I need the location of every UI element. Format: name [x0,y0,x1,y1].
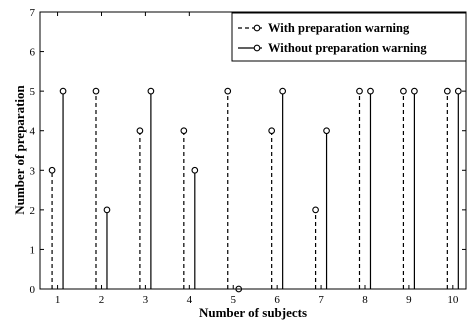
marker-without-warning-10 [454,87,462,95]
y-tick-label-7: 7 [30,7,36,19]
marker-with-warning-5 [224,87,232,95]
y-tick-label-3: 3 [30,165,36,177]
marker-with-warning-4 [180,127,188,135]
marker-with-warning-7 [312,206,319,214]
y-tick-label-1: 1 [30,244,36,256]
y-tick-label-0: 0 [30,284,36,296]
marker-with-warning-2 [92,87,100,95]
x-tick-label-6: 6 [274,294,280,306]
marker-without-warning-4 [191,166,199,174]
x-tick-label-8: 8 [362,294,368,306]
marker-with-warning-8 [356,87,363,95]
x-tick-label-4: 4 [187,294,193,306]
y-tick-label-2: 2 [30,205,36,217]
marker-without-warning-3 [147,87,155,95]
x-tick-label-1: 1 [55,294,61,306]
marker-with-warning-1 [48,166,56,174]
stems-layer [48,87,462,293]
marker-without-warning-1 [59,87,67,95]
legend: With preparation warning Without prepara… [231,12,467,62]
marker-with-warning-6 [268,127,276,135]
x-tick-label-3: 3 [143,294,149,306]
marker-without-warning-6 [279,87,286,95]
x-tick-label-2: 2 [99,294,105,306]
y-axis-title: Number of preparation [12,84,27,214]
legend-entry-with-warning: With preparation warning [238,21,410,35]
marker-without-warning-8 [367,87,374,95]
plot-frame [39,11,467,290]
legend-box [231,12,467,62]
marker-with-warning-3 [136,127,144,135]
legend-marker-solid [253,44,261,52]
x-tick-label-10: 10 [447,294,459,306]
x-tick-label-9: 9 [406,294,412,306]
marker-with-warning-10 [443,87,451,95]
legend-label-without-warning: Without preparation warning [268,41,427,55]
legend-entry-without-warning: Without preparation warning [238,41,427,55]
y-tick-label-5: 5 [30,86,36,98]
marker-with-warning-9 [400,87,407,95]
y-tick-label-6: 6 [30,47,36,59]
x-tick-label-5: 5 [230,294,236,306]
x-tick-label-7: 7 [318,294,324,306]
ticks-layer: 1 2 3 4 5 6 7 8 9 10 0 1 2 3 4 5 6 7 [30,7,466,306]
y-tick-label-4: 4 [30,126,36,138]
marker-without-warning-7 [323,127,330,135]
legend-marker-dashed [253,24,261,32]
legend-label-with-warning: With preparation warning [268,21,410,35]
x-axis-title: Number of subjects [199,305,307,320]
marker-without-warning-2 [103,206,111,214]
marker-without-warning-9 [411,87,418,95]
